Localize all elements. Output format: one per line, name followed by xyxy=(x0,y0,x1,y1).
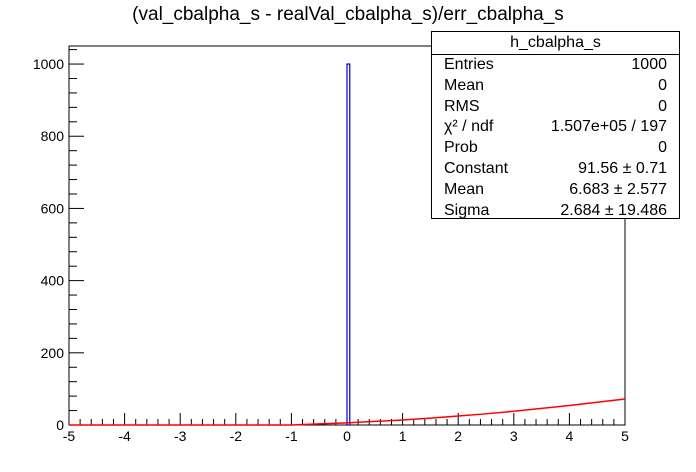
stats-value: 0 xyxy=(658,97,667,115)
stats-value: 2.684 ± 19.486 xyxy=(560,201,667,219)
stats-value: 1000 xyxy=(631,56,667,73)
y-tick-label: 0 xyxy=(56,417,64,433)
x-tick-label: -3 xyxy=(174,428,187,444)
stats-row: Constant 91.56 ± 0.71 xyxy=(432,159,679,180)
x-tick-label: 1 xyxy=(399,428,407,444)
x-tick-label: 2 xyxy=(454,428,462,444)
y-tick-label: 800 xyxy=(41,128,65,144)
stats-value: 1.507e+05 / 197 xyxy=(550,118,667,136)
stats-row: Entries 1000 xyxy=(432,55,679,76)
x-tick-labels: -5 -4 -3 -2 -1 0 1 2 3 4 5 xyxy=(63,428,629,444)
x-tick-label: 5 xyxy=(621,428,629,444)
stats-label: Mean xyxy=(444,76,485,94)
y-tick-label: 600 xyxy=(41,200,65,216)
stats-label: Constant xyxy=(444,159,509,177)
stats-value: 91.56 ± 0.71 xyxy=(578,159,667,177)
stats-row: χ² / ndf 1.507e+05 / 197 xyxy=(432,117,679,138)
stats-label: χ² / ndf xyxy=(444,118,494,136)
stats-row: Prob 0 xyxy=(432,138,679,159)
chart-title: (val_cbalpha_s - realVal_cbalpha_s)/err_… xyxy=(132,4,564,25)
stats-value: 0 xyxy=(658,76,667,94)
stats-box: h_cbalpha_s Entries 1000 Mean 0 RMS 0 χ² / ndf… xyxy=(431,31,680,219)
stats-title: h_cbalpha_s xyxy=(432,32,679,55)
stats-row: RMS 0 xyxy=(432,97,679,118)
stats-label: RMS xyxy=(444,97,480,115)
stats-label: Sigma xyxy=(444,201,490,219)
axis-ticks xyxy=(68,49,626,426)
stats-value: 0 xyxy=(658,139,667,157)
x-tick-label: -1 xyxy=(285,428,298,444)
x-tick-label: -2 xyxy=(230,428,243,444)
stats-row: Mean 6.683 ± 2.577 xyxy=(432,180,679,201)
histogram-bars xyxy=(346,63,351,426)
fit-curve xyxy=(69,398,626,426)
stats-label: Mean xyxy=(444,180,485,198)
x-tick-label: -5 xyxy=(63,428,76,444)
x-tick-label: 4 xyxy=(566,428,574,444)
y-tick-label: 200 xyxy=(41,345,65,361)
y-tick-label: 400 xyxy=(41,273,65,289)
stats-value: 6.683 ± 2.577 xyxy=(569,180,667,198)
histogram-bar xyxy=(346,63,351,426)
stats-row: Sigma 2.684 ± 19.486 xyxy=(432,201,679,222)
x-tick-label: 0 xyxy=(343,428,351,444)
stats-rows: Entries 1000 Mean 0 RMS 0 χ² / ndf 1.507e+05 / … xyxy=(432,55,679,221)
y-tick-labels: 0 200 400 600 800 1000 xyxy=(33,56,64,433)
stats-label: Prob xyxy=(444,139,478,157)
x-tick-label: -4 xyxy=(118,428,131,444)
y-tick-label: 1000 xyxy=(33,56,64,72)
x-tick-label: 3 xyxy=(510,428,518,444)
stats-label: Entries xyxy=(444,56,494,73)
stats-row: Mean 0 xyxy=(432,76,679,97)
